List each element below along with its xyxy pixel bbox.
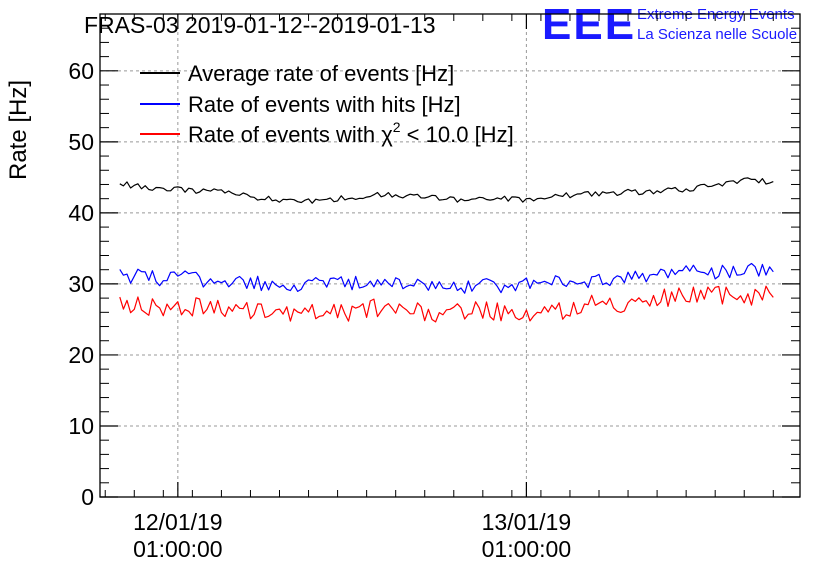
- y-tick-label: 60: [68, 58, 94, 84]
- x-tick-label-date: 12/01/19: [133, 509, 223, 535]
- legend: Average rate of events [Hz] Rate of event…: [140, 61, 514, 147]
- series-line-chi2: [119, 285, 774, 323]
- legend-label-average: Average rate of events [Hz]: [188, 61, 454, 86]
- x-tick-label-time: 01:00:00: [482, 536, 572, 562]
- legend-label-chi2: Rate of events with χ2 < 10.0 [Hz]: [188, 119, 514, 147]
- x-tick-label-time: 01:00:00: [133, 536, 223, 562]
- y-tick-label: 0: [81, 484, 94, 510]
- y-tick-label: 30: [68, 271, 94, 297]
- y-tick-label: 50: [68, 129, 94, 155]
- series-line-average: [119, 177, 774, 204]
- legend-label-hits: Rate of events with hits [Hz]: [188, 92, 461, 117]
- chart-title: FRAS-03 2019-01-12--2019-01-13: [84, 12, 436, 38]
- x-tick-label-date: 13/01/19: [482, 509, 572, 535]
- series-group: [119, 177, 774, 323]
- y-tick-label: 40: [68, 200, 94, 226]
- axis-ticks: [100, 13, 800, 498]
- y-tick-label: 20: [68, 342, 94, 368]
- axis-tick-labels: 010203040506012/01/1901:00:0013/01/1901:…: [68, 58, 571, 562]
- series-line-hits: [119, 262, 774, 294]
- eee-logo-mark: EEE: [542, 0, 636, 49]
- eee-logo-line2: La Scienza nelle Scuole: [637, 26, 797, 43]
- grid: [100, 14, 800, 497]
- y-tick-label: 10: [68, 413, 94, 439]
- y-axis-label: Rate [Hz]: [5, 80, 32, 180]
